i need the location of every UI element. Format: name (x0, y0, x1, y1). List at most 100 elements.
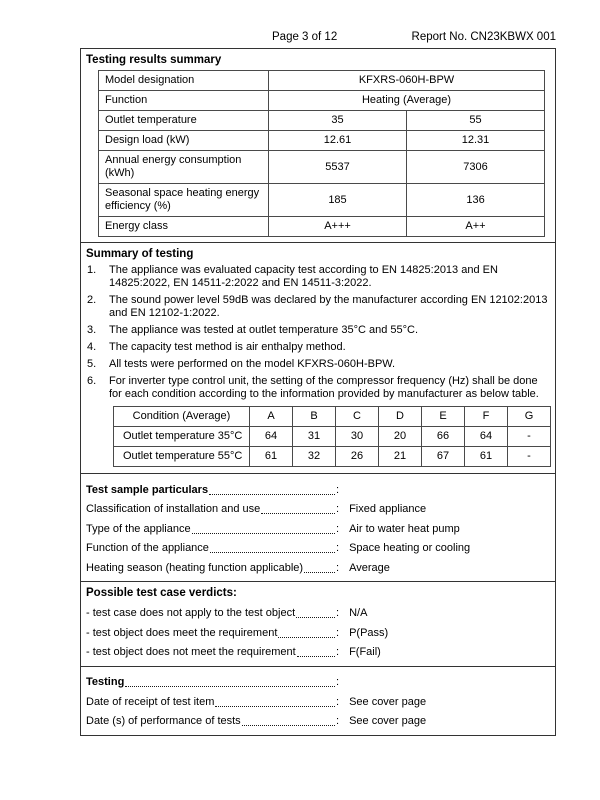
report-number: Report No. CN23KBWX 001 (411, 31, 556, 43)
row-label: Outlet temperature (98, 110, 269, 131)
dotted-leader (125, 686, 335, 687)
cell: 26 (335, 446, 379, 467)
table-row: Model designation KFXRS-060H-BPW (98, 70, 546, 91)
cell: 67 (421, 446, 465, 467)
colon: : (336, 561, 340, 574)
testing-row: Date of receipt of test item : See cover… (86, 692, 550, 709)
dotted-leader (278, 636, 335, 638)
particulars-row: Classification of installation and use :… (86, 499, 550, 516)
row-label: Outlet temperature 35°C (113, 426, 250, 447)
section-title-testing: Testing (86, 676, 125, 688)
colon: : (336, 646, 340, 658)
row-value-35: 185 (268, 183, 407, 217)
section-title-testing-results-summary: Testing results summary (86, 54, 222, 66)
dotted-leader (304, 571, 335, 573)
dotted-leader (296, 617, 335, 618)
list-item-text: The appliance was evaluated capacity tes… (109, 264, 498, 289)
cell: - (507, 426, 551, 447)
cell: 64 (249, 426, 293, 447)
page-header: Page 3 of 12 Report No. CN23KBWX 001 (80, 31, 556, 45)
row-label: Classification of installation and use (86, 503, 261, 515)
table-row: Annual energy consumption (kWh) 5537 730… (98, 150, 546, 184)
row-value: Space heating or cooling (349, 542, 471, 554)
colon: : (336, 626, 340, 639)
section-title-possible-test-case-verdicts: Possible test case verdicts: (86, 587, 237, 599)
cell: 21 (378, 446, 422, 467)
cell: 31 (292, 426, 336, 447)
row-value-35: 5537 (268, 150, 407, 184)
row-value: Heating (Average) (267, 90, 546, 111)
row-value: Air to water heat pump (349, 522, 460, 535)
list-item-number: 6. (87, 375, 97, 387)
row-value-35: 12.61 (268, 130, 407, 151)
dotted-leader (209, 552, 335, 553)
column-header: F (464, 406, 508, 427)
row-value: N/A (349, 607, 368, 619)
cell: 32 (292, 446, 336, 467)
row-value: Fixed appliance (349, 503, 427, 515)
list-item-text: The capacity test method is air enthalpy… (109, 341, 346, 353)
dotted-leader (261, 513, 335, 514)
list-item-number: 4. (87, 341, 97, 353)
list-item-number: 1. (87, 264, 97, 276)
colon: : (336, 607, 340, 619)
cell: - (507, 446, 551, 467)
list-item: 5. All tests were performed on the model… (87, 358, 549, 371)
row-value-55: 12.31 (405, 130, 546, 151)
column-header: G (507, 406, 551, 427)
list-item-text: The sound power level 59dB was declared … (109, 294, 548, 319)
page-number: Page 3 of 12 (272, 31, 338, 43)
row-value-55: A++ (405, 216, 546, 237)
list-item: 2. The sound power level 59dB was declar… (87, 294, 549, 320)
dotted-leader (296, 656, 335, 657)
table-row: Design load (kW) 12.61 12.31 (98, 130, 546, 151)
row-value: F(Fail) (349, 646, 381, 658)
cell: 66 (421, 426, 465, 447)
table-row: Outlet temperature 55°C 61 32 26 21 67 6… (113, 446, 551, 467)
section-title-summary-of-testing: Summary of testing (86, 248, 194, 260)
list-item: 1. The appliance was evaluated capacity … (87, 264, 549, 290)
row-label: Date (s) of performance of tests (86, 715, 241, 727)
testing-row: Date (s) of performance of tests : See c… (86, 711, 550, 728)
particulars-row: Heating season (heating function applica… (86, 558, 550, 575)
document-frame: Testing results summary Model designatio… (80, 48, 556, 736)
cell: 61 (464, 446, 508, 467)
list-item-text: The appliance was tested at outlet tempe… (109, 324, 419, 336)
dotted-leader (209, 493, 335, 495)
row-value-55: 55 (405, 110, 546, 131)
row-label: Date of receipt of test item (86, 695, 215, 708)
table-row: Outlet temperature 35 55 (98, 110, 546, 131)
row-label: Annual energy consumption (kWh) (98, 150, 269, 184)
cell: 61 (249, 446, 293, 467)
column-header: B (292, 406, 336, 427)
list-item-number: 5. (87, 358, 97, 370)
list-item-text: All tests were performed on the model KF… (109, 358, 396, 370)
table-row: Seasonal space heating energy efficiency… (98, 183, 546, 217)
section-testing-dates: Testing : Date of receipt of test item :… (81, 665, 555, 735)
row-label: Function of the appliance (86, 542, 209, 554)
row-label: Energy class (98, 216, 269, 237)
row-label: Seasonal space heating energy efficiency… (98, 183, 269, 217)
column-header: Condition (Average) (113, 406, 250, 427)
list-item: 3. The appliance was tested at outlet te… (87, 324, 549, 337)
particulars-title-row: Test sample particulars : (86, 480, 550, 497)
cell: 20 (378, 426, 422, 447)
row-value-35: A+++ (268, 216, 407, 237)
column-header: D (378, 406, 422, 427)
colon: : (336, 542, 340, 554)
colon: : (336, 676, 340, 688)
row-label: Type of the appliance (86, 522, 191, 535)
colon: : (336, 483, 340, 496)
table-row: Energy class A+++ A++ (98, 216, 546, 237)
section-title-test-sample-particulars: Test sample particulars (86, 483, 209, 496)
compressor-frequency-table: Condition (Average) A B C D E F G Outlet… (113, 406, 551, 467)
row-label: Heating season (heating function applica… (86, 561, 304, 574)
row-value-55: 7306 (405, 150, 546, 184)
verdict-row: - test object does not meet the requirem… (86, 642, 550, 659)
section-test-sample-particulars: Test sample particulars : Classification… (81, 473, 555, 581)
table-row: Function Heating (Average) (98, 90, 546, 111)
list-item: 6. For inverter type control unit, the s… (87, 375, 549, 401)
table-header-row: Condition (Average) A B C D E F G (113, 406, 551, 427)
row-label: Design load (kW) (98, 130, 269, 151)
